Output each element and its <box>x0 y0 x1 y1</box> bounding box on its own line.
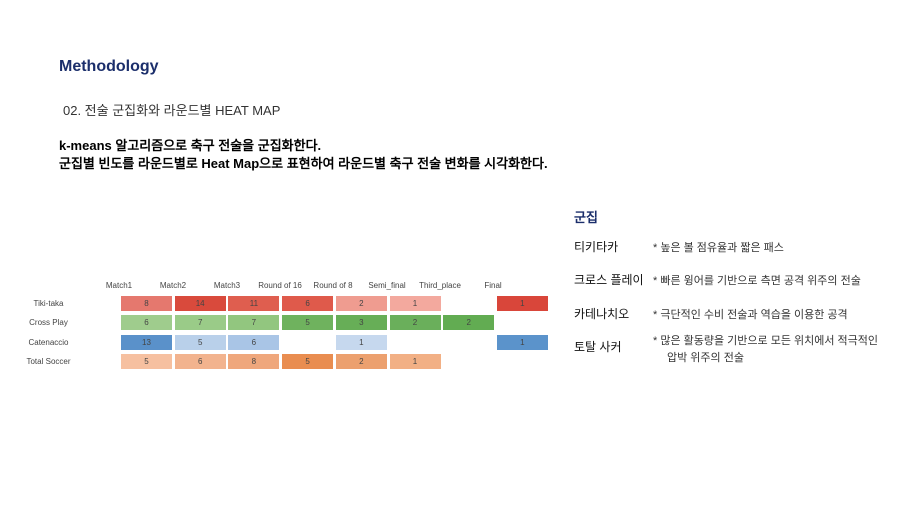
heatmap-cell: 5 <box>282 353 334 369</box>
heatmap-cell: 1 <box>389 353 441 369</box>
heatmap-cell: 6 <box>174 353 226 369</box>
heatmap-cell: 11 <box>228 296 280 311</box>
column-header: Match2 <box>159 281 187 290</box>
heatmap-cell: 2 <box>443 315 495 331</box>
legend-desc-total-soccer-line2: 압박 위주의 전술 <box>667 352 744 364</box>
legend-desc-catenaccio: * 극단적인 수비 전술과 역습을 이용한 공격 <box>653 309 848 321</box>
heatmap-cell: 2 <box>389 315 441 331</box>
column-header: Match1 <box>105 281 133 290</box>
row-label: Tiki-taka <box>33 299 64 308</box>
heatmap-cell: 2 <box>335 296 387 311</box>
legend-name-cross-play: 크로스 플레이 <box>574 273 644 287</box>
heatmap-cell: 1 <box>335 334 387 350</box>
heatmap-cell: 6 <box>228 334 280 350</box>
legend-desc-tiki-taka: * 높은 볼 점유율과 짧은 패스 <box>653 242 784 254</box>
heatmap-cell: 6 <box>282 296 334 311</box>
heatmap-cell: 8 <box>121 296 172 311</box>
heatmap-cell: 5 <box>174 334 226 350</box>
description-line-1: k-means 알고리즘으로 축구 전술을 군집화한다. <box>59 138 322 153</box>
column-header: Semi_final <box>368 281 406 290</box>
heatmap-cell: 1 <box>496 296 548 311</box>
heatmap-cell: 2 <box>335 353 387 369</box>
heatmap-cell: 6 <box>121 315 172 331</box>
row-label: Cross Play <box>29 318 68 328</box>
heatmap-cell: 14 <box>174 296 226 311</box>
legend-desc-total-soccer: * 많은 활동량을 기반으로 모든 위치에서 적극적인 <box>653 335 879 347</box>
heatmap-cell: 1 <box>496 334 548 350</box>
row-label: Total Soccer <box>26 356 71 366</box>
heatmap-cell: 7 <box>228 315 280 331</box>
column-header: Third_place <box>419 281 461 290</box>
heatmap-cell: 3 <box>335 315 387 331</box>
legend-desc-cross-play: * 빠른 윙어를 기반으로 측면 공격 위주의 전술 <box>653 275 861 287</box>
page-title: Methodology <box>59 58 159 75</box>
heatmap-cell: 8 <box>228 353 280 369</box>
heatmap-cell: 1 <box>389 296 441 311</box>
row-label: Catenaccio <box>28 337 69 347</box>
heatmap-cell: 13 <box>121 334 172 350</box>
column-header: Round of 8 <box>313 281 353 290</box>
legend-name-tiki-taka: 티키타카 <box>574 240 619 254</box>
heatmap-cell: 7 <box>174 315 226 331</box>
heatmap-cell: 5 <box>282 315 334 331</box>
section-subtitle: 02. 전술 군집화와 라운드별 HEAT MAP <box>63 103 281 118</box>
legend-name-total-soccer: 토탈 사커 <box>574 340 622 354</box>
heatmap-cell: 5 <box>121 353 172 369</box>
description-line-2: 군집별 빈도를 라운드별로 Heat Map으로 표현하여 라운드별 축구 전술… <box>59 156 548 171</box>
column-header: Match3 <box>213 281 241 290</box>
column-header: Round of 16 <box>258 281 302 290</box>
legend-title: 군집 <box>574 210 598 225</box>
legend-name-catenaccio: 카테나치오 <box>574 307 630 321</box>
column-header: Final <box>484 281 502 290</box>
